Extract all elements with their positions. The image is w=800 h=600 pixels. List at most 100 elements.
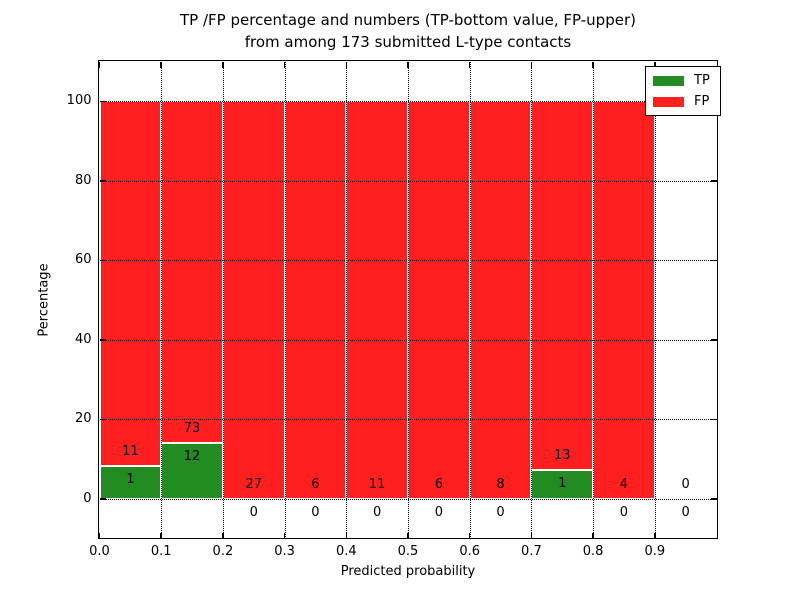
y-tick-mark [710, 339, 717, 341]
chart-title: TP /FP percentage and numbers (TP-bottom… [108, 9, 708, 53]
bar-fp-segment [346, 101, 408, 499]
legend-label: FP [694, 94, 710, 109]
fp-legend-swatch [653, 96, 684, 107]
tp-count-label: 0 [496, 504, 505, 520]
x-gridline [469, 61, 471, 539]
fp-count-label: 11 [368, 476, 386, 492]
x-tick-mark [530, 532, 533, 539]
x-tick-mark [160, 61, 162, 68]
x-tick-mark [98, 532, 101, 539]
y-axis-label: Percentage [36, 263, 52, 337]
x-tick-mark [407, 61, 409, 68]
x-tick-label: 0.9 [644, 544, 666, 559]
tp-count-label: 0 [434, 504, 443, 520]
x-gridline [346, 61, 348, 539]
y-gridline [99, 180, 717, 182]
tp-count-label: 12 [183, 448, 201, 464]
y-tick-label: 20 [74, 411, 92, 427]
y-gridline [99, 498, 717, 500]
tp-legend-swatch [653, 75, 684, 86]
tp-count-label: 1 [126, 471, 135, 487]
y-tick-mark [710, 180, 717, 182]
x-tick-mark [468, 61, 471, 68]
x-gridline [408, 61, 409, 539]
x-tick-mark [654, 61, 656, 68]
y-tick-mark [99, 180, 106, 182]
legend-entry-tp: TP [653, 70, 710, 91]
x-tick-mark [530, 61, 533, 68]
fp-count-label: 27 [245, 476, 262, 492]
x-gridline [654, 61, 656, 539]
fp-count-label: 0 [681, 476, 690, 492]
y-tick-mark [710, 498, 717, 500]
y-tick-label: 100 [66, 93, 92, 109]
x-tick-mark [345, 61, 348, 68]
bar-fp-segment [531, 101, 594, 471]
fp-count-label: 13 [553, 448, 571, 464]
x-tick-mark [283, 532, 286, 539]
tp-count-label: 0 [619, 504, 629, 520]
tp-count-label: 0 [681, 504, 690, 520]
y-gridline [99, 101, 717, 103]
tp-count-label: 0 [249, 504, 258, 520]
tp-count-label: 0 [373, 504, 382, 520]
y-tick-mark [99, 259, 106, 261]
x-tick-label: 0.2 [212, 544, 234, 559]
bar-fp-segment [408, 101, 470, 499]
x-gridline [222, 61, 224, 539]
x-gridline [161, 61, 163, 539]
x-tick-label: 0.5 [397, 544, 419, 559]
x-tick-mark [407, 532, 409, 539]
x-tick-label: 0.0 [89, 544, 110, 559]
x-tick-mark [468, 532, 471, 539]
y-tick-mark [710, 418, 717, 420]
y-tick-mark [99, 418, 106, 420]
x-tick-mark [654, 532, 656, 539]
x-tick-mark [345, 532, 348, 539]
chart-title-line2: from among 173 submitted L-type contacts [244, 33, 572, 51]
x-tick-mark [592, 61, 594, 68]
fp-count-label: 73 [183, 420, 201, 436]
x-tick-mark [592, 532, 594, 539]
x-gridline [531, 61, 533, 539]
bar-fp-segment [99, 101, 162, 466]
legend-label: TP [694, 73, 710, 88]
x-tick-label: 0.8 [582, 544, 604, 559]
x-tick-mark [222, 532, 224, 539]
tp-count-label: 1 [558, 476, 567, 492]
bar-fp-segment [284, 101, 347, 499]
bar-fp-segment [469, 101, 532, 499]
bar-tp-segment [531, 470, 594, 499]
legend: TP FP [645, 66, 721, 116]
y-gridline [99, 419, 717, 421]
x-tick-mark [222, 61, 224, 68]
chart-title-line1: TP /FP percentage and numbers (TP-bottom… [180, 11, 636, 29]
fp-count-label: 6 [311, 476, 320, 492]
y-tick-mark [710, 259, 717, 261]
x-axis-label: Predicted probability [340, 564, 476, 579]
fp-count-label: 8 [496, 476, 505, 492]
x-tick-label: 0.3 [274, 544, 295, 559]
legend-entry-fp: FP [653, 91, 710, 112]
x-tick-label: 0.7 [521, 544, 542, 559]
bar-fp-segment [161, 101, 223, 443]
x-gridline [284, 61, 286, 539]
x-tick-mark [98, 61, 101, 68]
y-tick-label: 60 [74, 252, 92, 268]
bar-tp-segment [99, 465, 162, 499]
fp-count-label: 4 [619, 476, 629, 492]
x-tick-label: 0.6 [459, 544, 481, 559]
tp-count-label: 0 [311, 504, 320, 520]
y-tick-mark [99, 498, 106, 500]
y-gridline [99, 339, 717, 341]
y-tick-mark [99, 339, 106, 341]
fp-count-label: 11 [122, 443, 139, 459]
y-gridline [99, 260, 717, 262]
x-gridline [593, 61, 595, 539]
x-tick-label: 0.4 [335, 544, 357, 559]
y-tick-label: 40 [74, 331, 92, 347]
x-tick-mark [160, 532, 162, 539]
x-tick-label: 0.1 [150, 544, 172, 559]
bar-fp-segment [593, 101, 655, 499]
